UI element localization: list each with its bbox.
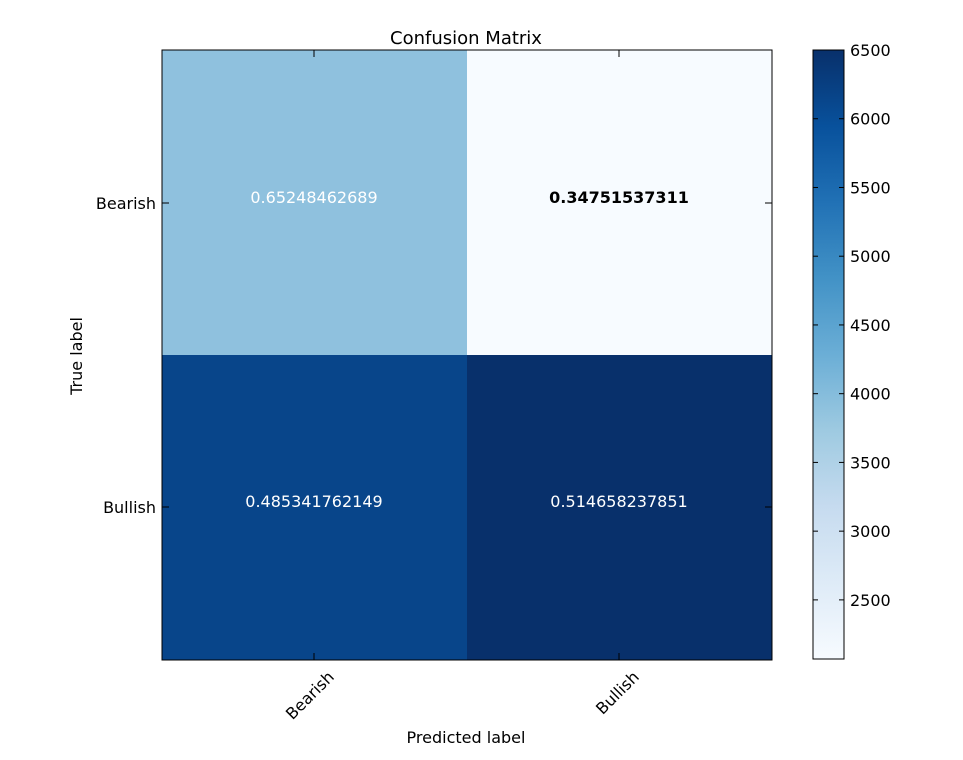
cell-bearish-bullish [467,50,772,355]
plot-frame [161,49,773,661]
cell-label-bearish-bullish: 0.34751537311 [549,188,689,207]
y-tick-label-bearish: Bearish [96,194,156,213]
x-tick-label-bearish: Bearish [282,667,338,723]
cell-label-bearish-bearish: 0.65248462689 [250,188,377,207]
cell-bullish-bullish [467,355,772,660]
colorbar-tick-label-4500: 4500 [850,316,891,335]
cell-bullish-bearish [162,355,467,660]
cell-bearish-bearish [162,50,467,355]
colorbar-tick-label-4000: 4000 [850,385,891,404]
colorbar-gradient [812,49,845,660]
colorbar-tick-label-3500: 3500 [850,453,891,472]
colorbar-tick-label-3000: 3000 [850,522,891,541]
colorbar-tick-label-5000: 5000 [850,247,891,266]
cell-label-bullish-bullish: 0.514658237851 [550,492,687,511]
cell-label-bullish-bearish: 0.485341762149 [245,492,382,511]
colorbar-tick-label-6000: 6000 [850,110,891,129]
y-tick-label-bullish: Bullish [103,498,156,517]
colorbar-tick-label-6500: 6500 [850,41,891,60]
chart-title: Confusion Matrix [390,28,542,49]
tick-marks [162,50,772,660]
y-axis-label: True label [67,317,86,396]
colorbar: 6500 6000 5500 5000 4500 4000 3500 3000 2500 [812,41,891,660]
colorbar-ticks: 6500 6000 5500 5000 4500 4000 3500 3000 2500 [813,41,891,610]
colorbar-tick-label-5500: 5500 [850,178,891,197]
colorbar-tick-label-2500: 2500 [850,591,891,610]
heatmap-cells [162,50,772,660]
x-tick-label-bullish: Bullish [592,667,643,718]
cell-value-labels: 0.65248462689 0.34751537311 0.4853417621… [245,188,689,511]
x-axis-label: Predicted label [407,728,526,747]
